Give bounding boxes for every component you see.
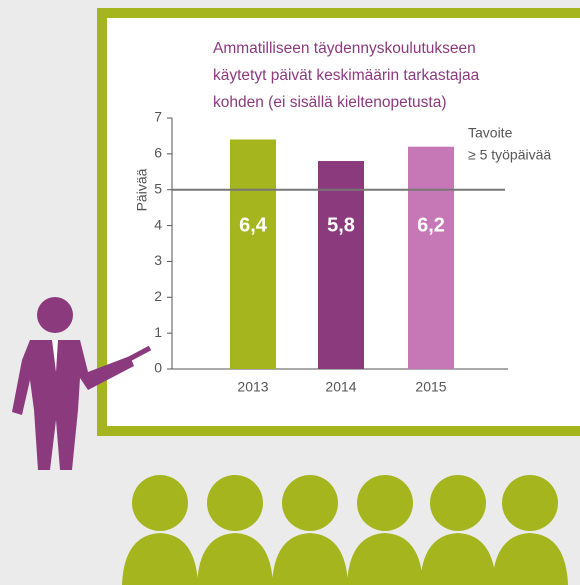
audience <box>122 475 568 585</box>
y-tick-label: 5 <box>154 180 162 196</box>
y-tick-label: 3 <box>154 252 162 268</box>
x-tick-label: 2014 <box>325 379 356 395</box>
bar <box>408 146 454 369</box>
y-tick-label: 7 <box>154 109 162 125</box>
presenter <box>12 297 152 470</box>
plot: Ammatilliseen täydennyskoulutukseen käyte… <box>134 40 552 395</box>
value-label: 6,2 <box>417 214 445 236</box>
target-label: Tavoite <box>468 125 513 141</box>
chart-title: Ammatilliseen täydennyskoulutukseen <box>213 40 476 57</box>
value-label: 5,8 <box>327 214 355 236</box>
bar <box>230 139 276 369</box>
y-tick-label: 1 <box>154 324 162 340</box>
bar <box>318 161 364 369</box>
y-axis-label: Päivää <box>134 168 150 211</box>
x-tick-label: 2013 <box>237 379 268 395</box>
target-label: ≥ 5 työpäivää <box>468 147 551 163</box>
y-tick-label: 0 <box>154 360 162 376</box>
chart-title: käytetyt päivät keskimäärin tarkastajaa <box>213 67 480 84</box>
value-label: 6,4 <box>239 214 268 236</box>
tie <box>52 340 58 372</box>
y-tick-label: 2 <box>154 288 162 304</box>
chart-title: kohden (ei sisällä kieltenopetusta) <box>213 94 447 111</box>
y-tick-label: 6 <box>154 145 162 161</box>
x-tick-label: 2015 <box>415 379 446 395</box>
y-tick-label: 4 <box>154 216 162 232</box>
